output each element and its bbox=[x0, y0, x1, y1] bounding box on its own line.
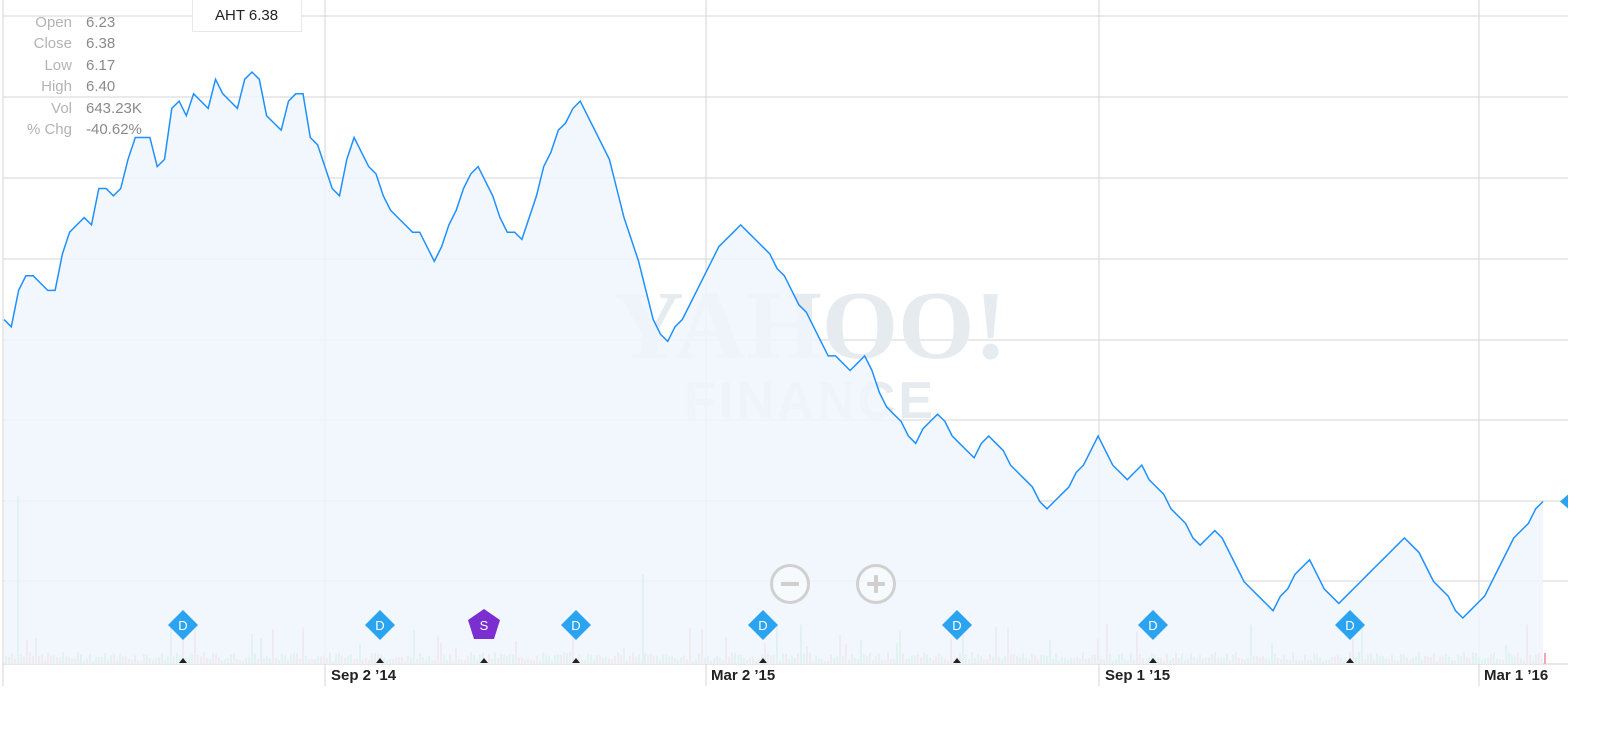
marker-tick bbox=[179, 658, 187, 663]
volume-bar bbox=[1544, 652, 1546, 664]
ohlc-label: % Chg bbox=[26, 121, 72, 139]
x-tick-label: Mar 1 ’16 bbox=[1484, 667, 1548, 684]
ohlc-row: Close 6.38 bbox=[8, 33, 142, 54]
x-tick-label: Sep 2 ’14 bbox=[331, 667, 397, 684]
marker-label: D bbox=[1345, 618, 1354, 633]
marker-tick bbox=[1149, 658, 1157, 663]
ohlc-row: Open 6.23 bbox=[8, 12, 142, 33]
marker-tick bbox=[480, 658, 488, 663]
ohlc-label: Vol bbox=[51, 99, 72, 117]
ohlc-row: High 6.40 bbox=[8, 76, 142, 97]
marker-label: D bbox=[571, 618, 580, 633]
marker-tick bbox=[376, 658, 384, 663]
dividend-marker[interactable]: D bbox=[1138, 610, 1168, 640]
zoom-in-button[interactable] bbox=[856, 564, 896, 604]
minus-icon bbox=[781, 582, 799, 586]
split-icon bbox=[468, 609, 500, 639]
x-tick-label: Sep 1 ’15 bbox=[1105, 667, 1170, 684]
price-line bbox=[3, 70, 1544, 620]
ohlc-value: 6.17 bbox=[86, 56, 116, 74]
dividend-marker[interactable]: D bbox=[942, 610, 972, 640]
dividend-marker[interactable]: D bbox=[748, 610, 778, 640]
marker-label: D bbox=[375, 618, 384, 633]
ohlc-label: High bbox=[41, 78, 72, 96]
dividend-marker[interactable]: D bbox=[561, 610, 591, 640]
price-series[interactable] bbox=[3, 70, 1568, 664]
marker-label: S bbox=[480, 618, 489, 633]
marker-label: D bbox=[952, 618, 961, 633]
ohlc-label: Low bbox=[44, 56, 72, 74]
ohlc-value: 643.23K bbox=[86, 99, 142, 117]
marker-label: D bbox=[178, 618, 187, 633]
price-area bbox=[4, 72, 1543, 664]
ohlc-row: Low 6.17 bbox=[8, 55, 142, 76]
dividend-marker[interactable]: D bbox=[168, 610, 198, 640]
dividend-marker[interactable]: D bbox=[365, 610, 395, 640]
zoom-out-button[interactable] bbox=[770, 564, 810, 604]
dividend-icon bbox=[748, 610, 778, 640]
dividend-marker[interactable]: D bbox=[1335, 610, 1365, 640]
last-price-pointer bbox=[1560, 494, 1568, 509]
marker-tick bbox=[572, 658, 580, 663]
ohlc-panel: Open 6.23 Close 6.38 Low 6.17 High 6.40 Vol 643.2… bbox=[8, 12, 142, 140]
split-marker[interactable]: S bbox=[468, 609, 500, 639]
ohlc-label: Open bbox=[35, 14, 72, 31]
marker-tick bbox=[759, 658, 767, 663]
marker-tick bbox=[1346, 658, 1354, 663]
ohlc-value: 6.40 bbox=[86, 78, 116, 96]
dividend-icon bbox=[1138, 610, 1168, 640]
x-tick-label: Mar 2 ’15 bbox=[711, 667, 775, 684]
ohlc-row: Vol 643.23K bbox=[8, 98, 142, 119]
ticker-label[interactable]: AHT 6.38 bbox=[192, 0, 302, 32]
ohlc-value: -40.62% bbox=[86, 121, 142, 139]
marker-label: D bbox=[1148, 618, 1157, 633]
dividend-icon bbox=[1335, 610, 1365, 640]
marker-label: D bbox=[758, 618, 767, 633]
ohlc-value: 6.38 bbox=[86, 35, 116, 53]
marker-tick bbox=[953, 658, 961, 663]
ohlc-value: 6.23 bbox=[86, 14, 116, 31]
x-axis: Sep 2 ’14 Mar 2 ’15 Sep 1 ’15 Mar 1 ’16 bbox=[331, 667, 1548, 684]
dividend-icon bbox=[561, 610, 591, 640]
ohlc-row: % Chg -40.62% bbox=[8, 119, 142, 140]
dividend-icon bbox=[365, 610, 395, 640]
dividend-icon bbox=[942, 610, 972, 640]
dividend-icon bbox=[168, 610, 198, 640]
ohlc-label: Close bbox=[33, 35, 72, 53]
